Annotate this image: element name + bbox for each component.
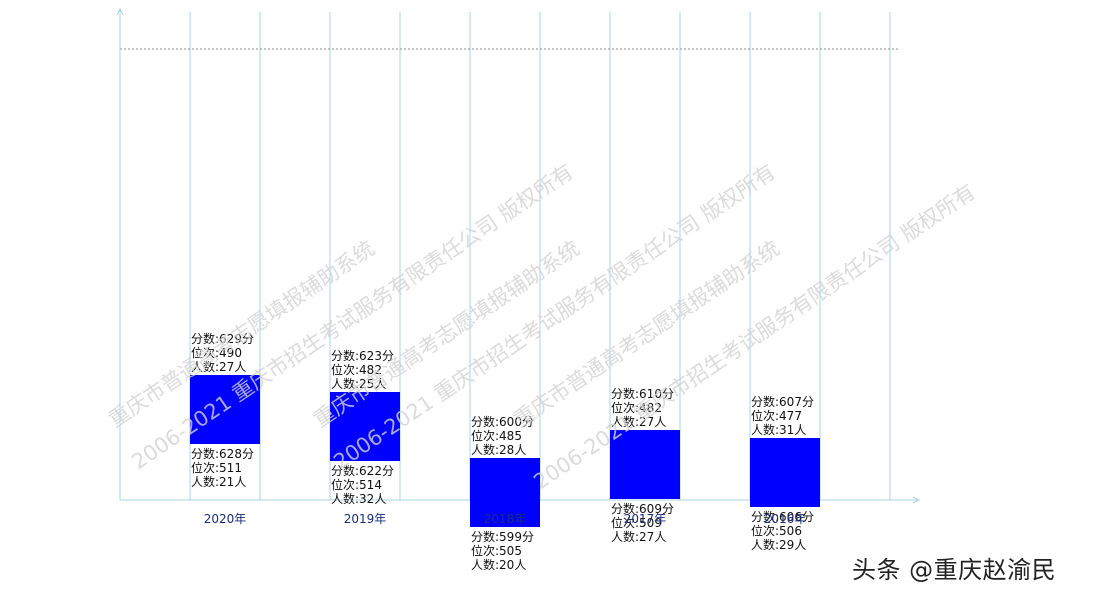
data-label-top: 位次:490 xyxy=(191,345,242,360)
data-label-bottom: 人数:20人 xyxy=(471,557,526,572)
data-label-top: 人数:27人 xyxy=(611,414,666,429)
data-label-top: 位次:482 xyxy=(331,362,382,377)
data-label-top: 位次:482 xyxy=(611,400,662,415)
y-axis-arrow xyxy=(116,7,124,16)
data-label-bottom: 位次:506 xyxy=(751,523,802,538)
data-label-bottom: 位次:511 xyxy=(191,460,242,475)
bar xyxy=(750,438,820,507)
data-label-top: 分数:610分 xyxy=(611,386,674,401)
watermark-text: 2006-2021 重庆市招生考试服务有限责任公司 版权所有 xyxy=(329,160,779,474)
bar xyxy=(470,458,540,527)
data-label-bottom: 位次:509 xyxy=(611,515,662,530)
data-label-bottom: 人数:29人 xyxy=(751,537,806,552)
bar xyxy=(330,392,400,461)
data-label-top: 人数:31人 xyxy=(751,422,806,437)
data-label-top: 分数:607分 xyxy=(751,394,814,409)
data-label-bottom: 分数:606分 xyxy=(751,509,814,524)
data-label-top: 分数:600分 xyxy=(471,414,534,429)
data-label-top: 位次:477 xyxy=(751,408,802,423)
data-label-bottom: 人数:27人 xyxy=(611,529,666,544)
x-tick-label: 2016年 xyxy=(764,512,807,526)
data-label-top: 人数:27人 xyxy=(191,359,246,374)
bar xyxy=(190,375,260,444)
data-label-bottom: 分数:628分 xyxy=(191,446,254,461)
data-label-bottom: 分数:599分 xyxy=(471,529,534,544)
x-tick-label: 2017年 xyxy=(624,512,667,526)
data-label-bottom: 位次:514 xyxy=(331,477,382,492)
data-label-top: 位次:485 xyxy=(471,428,522,443)
data-label-bottom: 分数:622分 xyxy=(331,463,394,478)
data-label-top: 人数:25人 xyxy=(331,376,386,391)
data-label-top: 分数:623分 xyxy=(331,348,394,363)
x-tick-label: 2018年 xyxy=(484,512,527,526)
data-label-top: 分数:629分 xyxy=(191,331,254,346)
bar xyxy=(610,430,680,499)
data-label-bottom: 人数:21人 xyxy=(191,474,246,489)
source-credit: 头条 @重庆赵渝民 xyxy=(852,556,1057,584)
x-tick-label: 2020年 xyxy=(204,512,247,526)
data-label-bottom: 分数:609分 xyxy=(611,501,674,516)
data-label-top: 人数:28人 xyxy=(471,442,526,457)
data-label-bottom: 人数:32人 xyxy=(331,491,386,506)
x-tick-label: 2019年 xyxy=(344,512,387,526)
x-axis-arrow xyxy=(912,496,921,504)
data-label-bottom: 位次:505 xyxy=(471,543,522,558)
